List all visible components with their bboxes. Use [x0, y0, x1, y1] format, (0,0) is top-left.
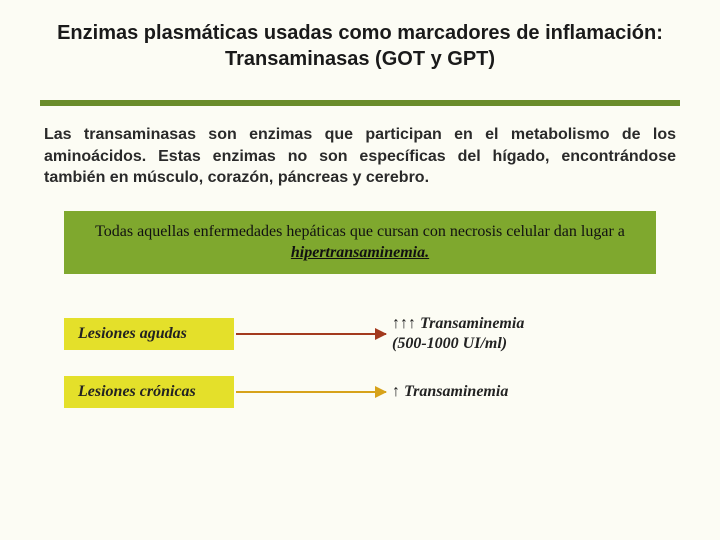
- up-arrows-icon: ↑↑↑: [392, 315, 416, 332]
- arrow-connector-icon: [236, 333, 386, 335]
- callout-box: Todas aquellas enfermedades hepáticas qu…: [64, 211, 656, 274]
- up-arrows-icon: ↑: [392, 383, 400, 400]
- slide-title: Enzimas plasmáticas usadas como marcador…: [40, 20, 680, 72]
- lesion-tag-agudas: Lesiones agudas: [64, 318, 234, 350]
- intro-paragraph: Las transaminasas son enzimas que partic…: [40, 124, 680, 189]
- result-agudas: ↑↑↑ Transaminemia (500-1000 UI/ml): [392, 314, 524, 354]
- callout-emphasis: hipertransaminemia.: [291, 244, 429, 261]
- lesion-rows: Lesiones agudas ↑↑↑ Transaminemia (500-1…: [40, 314, 680, 408]
- result-text: Transaminemia: [416, 315, 524, 332]
- lesion-row: Lesiones agudas ↑↑↑ Transaminemia (500-1…: [64, 314, 656, 354]
- arrow-connector-icon: [236, 391, 386, 393]
- callout-prefix: Todas aquellas enfermedades hepáticas qu…: [95, 223, 625, 240]
- result-cronicas: ↑ Transaminemia: [392, 382, 508, 402]
- lesion-tag-cronicas: Lesiones crónicas: [64, 376, 234, 408]
- result-text: Transaminemia: [400, 383, 508, 400]
- result-sub: (500-1000 UI/ml): [392, 335, 507, 352]
- slide: Enzimas plasmáticas usadas como marcador…: [0, 0, 720, 540]
- lesion-row: Lesiones crónicas ↑ Transaminemia: [64, 376, 656, 408]
- divider-bar: [40, 100, 680, 106]
